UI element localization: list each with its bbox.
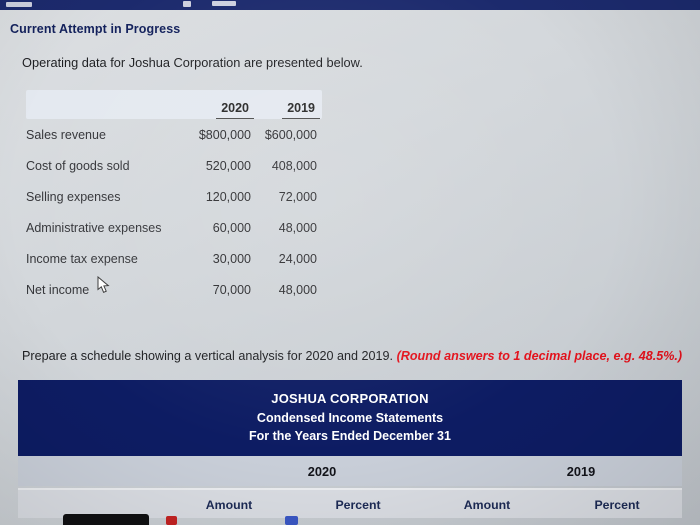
answer-column-header-row: Amount Percent Amount Percent xyxy=(18,488,682,518)
company-name: JOSHUA CORPORATION xyxy=(271,391,429,406)
answer-year-2020: 2020 xyxy=(307,464,337,479)
mouse-cursor-icon xyxy=(97,276,110,293)
browser-top-bar xyxy=(0,0,700,10)
problem-intro-text: Operating data for Joshua Corporation ar… xyxy=(22,55,363,70)
attempt-status-heading: Current Attempt in Progress xyxy=(10,22,181,36)
operating-data-table: 2020 2019 Sales revenue $800,000 $600,00… xyxy=(26,90,322,305)
answer-dropdown-cutoff[interactable] xyxy=(63,514,149,525)
rounding-note: (Round answers to 1 decimal place, e.g. … xyxy=(396,349,683,363)
table-header-2019: 2019 xyxy=(254,100,320,119)
table-row: Selling expenses 120,000 72,000 xyxy=(26,181,322,212)
row-value-2019: 408,000 xyxy=(271,158,317,173)
row-value-2019: 48,000 xyxy=(278,220,317,235)
topbar-text-fragment xyxy=(212,1,236,6)
col-header-amount-2020: Amount xyxy=(205,498,253,512)
table-header-2020: 2020 xyxy=(174,100,254,119)
table-row: Cost of goods sold 520,000 408,000 xyxy=(26,150,322,181)
table-header-row: 2020 2019 xyxy=(26,90,322,119)
topbar-text-fragment xyxy=(183,1,191,7)
row-label: Cost of goods sold xyxy=(26,158,130,173)
answer-field-marker-blue xyxy=(285,516,298,525)
row-label: Sales revenue xyxy=(26,127,106,142)
row-value-2020: $800,000 xyxy=(198,127,251,142)
instruction-text: Prepare a schedule showing a vertical an… xyxy=(22,349,690,363)
row-value-2020: 30,000 xyxy=(212,251,251,266)
answer-year-2019: 2019 xyxy=(566,464,596,479)
answer-schedule-title-block: JOSHUA CORPORATION Condensed Income Stat… xyxy=(18,380,682,456)
col-header-percent-2019: Percent xyxy=(594,498,640,512)
row-value-2020: 520,000 xyxy=(205,158,251,173)
row-value-2020: 60,000 xyxy=(212,220,251,235)
answer-year-header-row: 2020 2019 xyxy=(18,456,682,486)
answer-field-marker-red xyxy=(166,516,177,525)
table-row: Income tax expense 30,000 24,000 xyxy=(26,243,322,274)
row-label: Selling expenses xyxy=(26,189,121,204)
instruction-main: Prepare a schedule showing a vertical an… xyxy=(22,349,397,363)
row-value-2020: 70,000 xyxy=(212,282,251,297)
table-row: Sales revenue $800,000 $600,000 xyxy=(26,119,322,150)
row-value-2019: 72,000 xyxy=(278,189,317,204)
table-row: Net income 70,000 48,000 xyxy=(26,274,322,305)
statement-name: Condensed Income Statements xyxy=(256,411,444,425)
statement-period: For the Years Ended December 31 xyxy=(249,429,451,443)
row-label: Net income xyxy=(26,282,90,297)
row-label: Administrative expenses xyxy=(26,220,162,235)
col-header-percent-2020: Percent xyxy=(335,498,381,512)
row-value-2019: 48,000 xyxy=(278,282,317,297)
col-header-amount-2019: Amount xyxy=(463,498,511,512)
row-value-2019: 24,000 xyxy=(278,251,317,266)
topbar-text-fragment xyxy=(6,2,32,7)
row-label: Income tax expense xyxy=(26,251,138,266)
table-row: Administrative expenses 60,000 48,000 xyxy=(26,212,322,243)
row-value-2020: 120,000 xyxy=(205,189,251,204)
row-value-2019: $600,000 xyxy=(264,127,317,142)
